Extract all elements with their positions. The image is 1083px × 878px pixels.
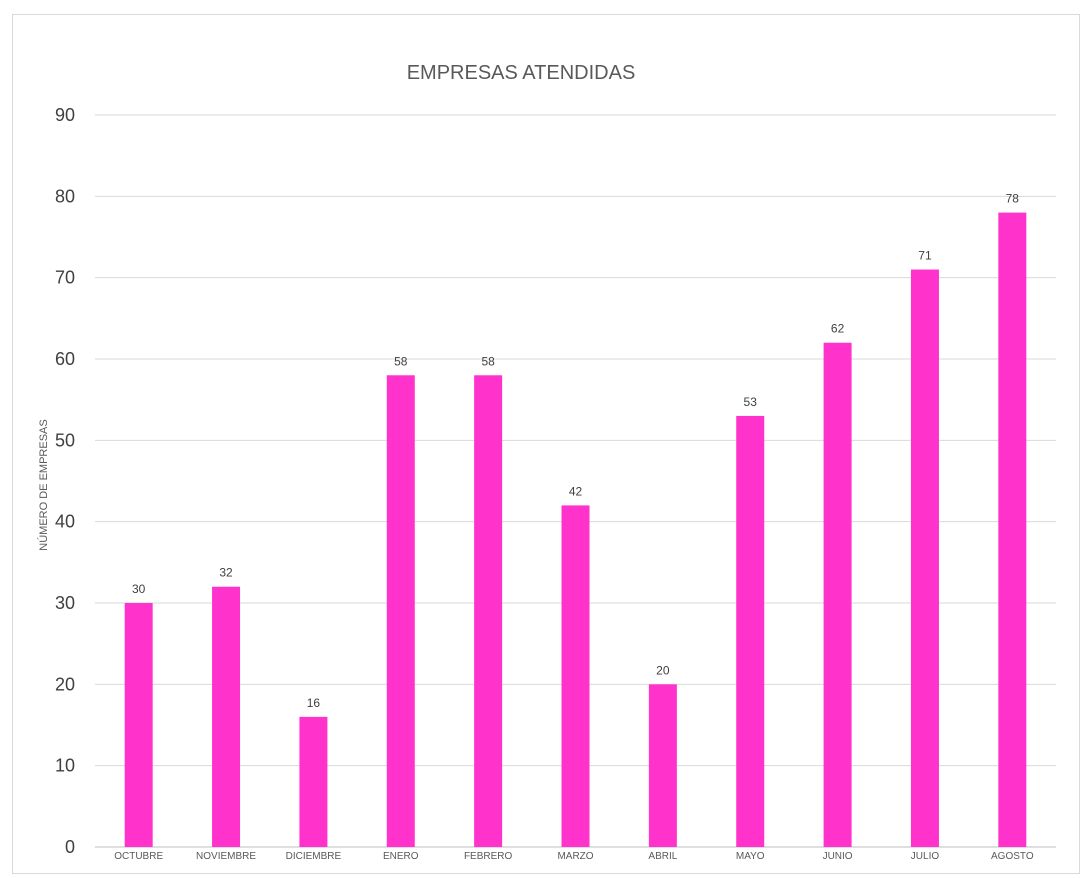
y-axis-ticks: 0 10 20 30 40 50 60 70 80 90: [55, 105, 75, 857]
data-label: 78: [1006, 192, 1020, 206]
bar-diciembre: [299, 716, 328, 847]
data-label: 30: [132, 582, 146, 596]
y-tick-label: 80: [55, 186, 75, 206]
y-tick-label: 90: [55, 105, 75, 125]
bar-agosto: [998, 212, 1027, 848]
y-tick-label: 0: [65, 837, 75, 857]
data-label: 42: [569, 484, 583, 498]
y-axis-label: NÚMERO DE EMPRESAS: [37, 419, 50, 550]
y-tick-label: 70: [55, 268, 75, 288]
bar-octubre: [124, 603, 153, 847]
bar-marzo: [561, 505, 590, 847]
x-tick-label: DICIEMBRE: [286, 851, 342, 862]
bar-noviembre: [212, 586, 241, 847]
y-tick-label: 40: [55, 512, 75, 532]
y-tick-label: 30: [55, 593, 75, 613]
data-label: 20: [656, 663, 670, 677]
bars: [124, 212, 1027, 848]
x-tick-label: MARZO: [557, 851, 593, 862]
x-tick-label: AGOSTO: [991, 851, 1034, 862]
data-label: 53: [744, 395, 758, 409]
data-label: 71: [918, 249, 932, 263]
bar-mayo: [736, 415, 765, 847]
chart-title: EMPRESAS ATENDIDAS: [407, 62, 636, 84]
x-tick-label: ENERO: [383, 851, 419, 862]
bar-enero: [386, 375, 415, 847]
data-label: 62: [831, 322, 845, 336]
x-tick-label: MAYO: [736, 851, 765, 862]
bar-junio: [823, 342, 852, 847]
data-labels: 30 32 16 58 58 42 20 53 62 71 78: [132, 192, 1019, 710]
bar-julio: [910, 269, 939, 847]
bar-abril: [648, 684, 677, 847]
x-tick-label: JULIO: [911, 851, 940, 862]
x-tick-label: NOVIEMBRE: [196, 851, 256, 862]
data-label: 32: [219, 566, 233, 580]
x-tick-label: JUNIO: [823, 851, 853, 862]
data-label: 16: [307, 696, 321, 710]
bar-chart: EMPRESAS ATENDIDAS NÚMERO DE EMPRESAS 0 1…: [37, 62, 1056, 862]
bar-febrero: [474, 375, 503, 847]
y-tick-label: 50: [55, 430, 75, 450]
y-tick-label: 20: [55, 674, 75, 694]
y-tick-label: 60: [55, 349, 75, 369]
data-label: 58: [394, 354, 408, 368]
x-tick-label: OCTUBRE: [114, 851, 163, 862]
y-tick-label: 10: [55, 756, 75, 776]
data-label: 58: [481, 354, 495, 368]
chart-frame: EMPRESAS ATENDIDAS NÚMERO DE EMPRESAS 0 1…: [12, 14, 1080, 874]
x-axis-ticks: OCTUBRE NOVIEMBRE DICIEMBRE ENERO FEBRERO MAR…: [114, 851, 1034, 862]
x-tick-label: ABRIL: [648, 851, 677, 862]
x-tick-label: FEBRERO: [464, 851, 513, 862]
